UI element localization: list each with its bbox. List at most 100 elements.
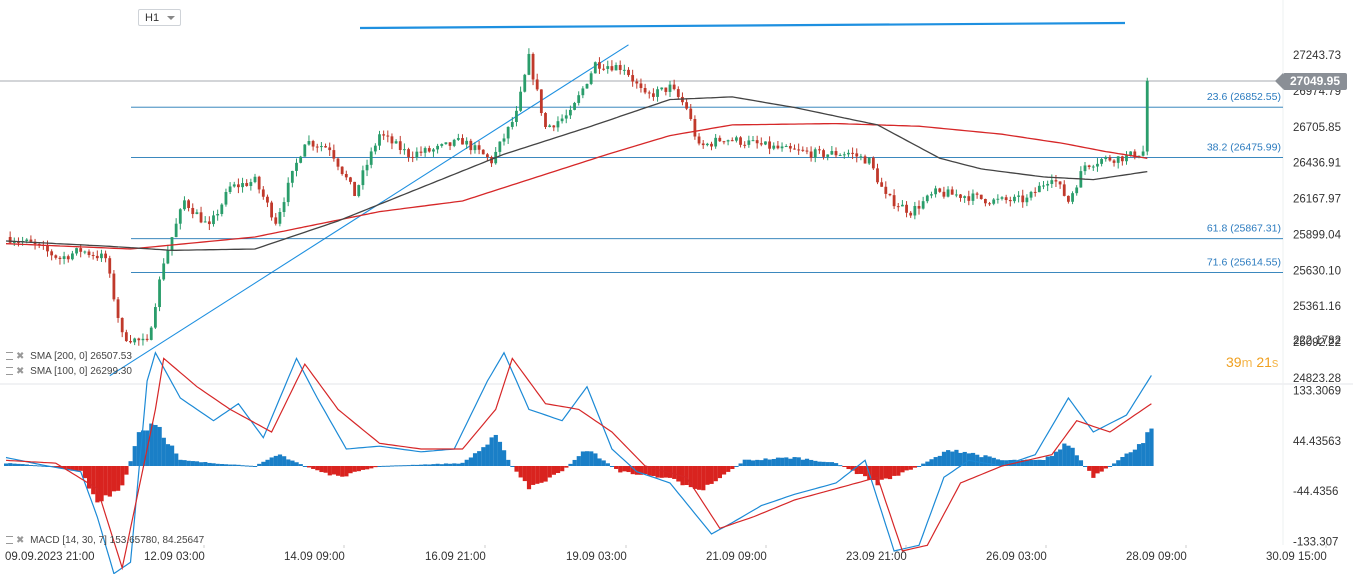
candle-body <box>203 221 207 223</box>
macd-histogram-bar <box>365 466 370 470</box>
macd-histogram-bar <box>153 424 158 466</box>
macd-histogram-bar <box>448 463 453 466</box>
candle-body <box>892 195 896 207</box>
macd-histogram-bar <box>182 460 187 466</box>
candle-body <box>1083 165 1087 172</box>
candle-body <box>705 143 709 146</box>
macd-histogram-bar <box>991 457 996 466</box>
candle-body <box>481 149 485 155</box>
candle-body <box>959 194 962 198</box>
close-icon[interactable]: ✖ <box>16 535 25 546</box>
price-tick-label: 26705.85 <box>1293 122 1341 134</box>
macd-histogram-bar <box>510 466 515 467</box>
candle-body <box>564 115 568 119</box>
close-icon[interactable]: ✖ <box>16 351 25 362</box>
settings-icon[interactable] <box>6 352 13 361</box>
candle-body <box>1100 159 1103 164</box>
candle-body <box>286 182 290 203</box>
macd-histogram-bar <box>734 466 739 467</box>
candle-body <box>1091 166 1095 168</box>
candle-body <box>527 53 531 75</box>
timer-m-unit: m <box>1241 355 1253 370</box>
candle-body <box>282 202 286 213</box>
candle-body <box>996 198 1000 200</box>
candle-body <box>398 141 402 150</box>
candle-body <box>12 241 16 243</box>
macd-histogram-bar <box>472 453 478 466</box>
macd-histogram-bar <box>589 451 594 466</box>
macd-histogram-bar <box>269 457 274 466</box>
macd-histogram-bar <box>1070 447 1075 466</box>
candle-body <box>278 212 282 224</box>
candle-body <box>556 121 560 128</box>
legend-sma200[interactable]: ✖ SMA [200, 0] 26507.53 <box>6 351 132 362</box>
candle-body <box>237 184 240 188</box>
macd-histogram-bar <box>477 451 482 466</box>
candle-body <box>353 181 356 197</box>
macd-histogram-bar <box>937 455 942 466</box>
trend-line <box>109 44 629 377</box>
candle-body <box>191 207 195 215</box>
candle-body <box>701 143 705 146</box>
macd-histogram-bar <box>493 434 498 466</box>
candle-body <box>975 193 979 195</box>
macd-value-1: 153.65780, <box>109 535 160 546</box>
candle-body <box>270 202 273 218</box>
candle-body <box>228 186 232 193</box>
candle-body <box>618 65 622 70</box>
candle-body <box>365 164 369 171</box>
macd-histogram-bar <box>580 451 586 466</box>
time-tick-label: 28.09 09:00 <box>1126 551 1187 563</box>
macd-histogram-bar <box>896 466 901 476</box>
candle-body <box>212 215 215 225</box>
macd-histogram-bar <box>813 460 818 466</box>
candle-body <box>818 149 821 151</box>
candle-body <box>921 201 925 209</box>
candle-body <box>826 154 830 157</box>
candle-body <box>1029 191 1033 198</box>
candle-body <box>901 204 904 207</box>
settings-icon[interactable] <box>6 367 13 376</box>
candle-body <box>166 250 170 264</box>
candle-body <box>822 150 825 157</box>
candle-body <box>747 140 751 145</box>
macd-histogram-bar <box>70 466 75 471</box>
macd-histogram-bar <box>946 450 951 466</box>
candle-body <box>104 253 107 259</box>
macd-histogram-bar <box>62 466 67 469</box>
macd-histogram-bar <box>626 466 631 473</box>
candle-body <box>639 83 643 89</box>
macd-histogram-bar <box>531 466 536 485</box>
candle-body <box>369 151 373 165</box>
candle-body <box>54 255 58 258</box>
candle-body <box>573 102 576 110</box>
macd-histogram-bar <box>609 466 615 467</box>
candle-body <box>162 263 166 280</box>
candle-body <box>871 157 875 169</box>
macd-histogram-bar <box>103 466 108 496</box>
macd-histogram-bar <box>340 466 345 477</box>
macd-histogram-bar <box>95 466 100 503</box>
macd-histogram-bar <box>111 466 117 492</box>
macd-histogram-bar <box>107 466 112 497</box>
close-icon[interactable]: ✖ <box>16 366 25 377</box>
macd-histogram-bar <box>356 466 361 472</box>
macd-histogram-bar <box>41 465 46 467</box>
candle-body <box>1112 160 1116 163</box>
macd-histogram-bar <box>28 464 34 466</box>
settings-icon[interactable] <box>6 536 13 545</box>
legend-sma100[interactable]: ✖ SMA [100, 0] 26299.30 <box>6 366 132 377</box>
candle-body <box>199 212 203 223</box>
macd-histogram-bar <box>726 466 731 472</box>
macd-histogram-bar <box>630 466 635 475</box>
macd-histogram-bar <box>746 459 752 466</box>
price-tick-label: 25092.22 <box>1293 337 1341 349</box>
candle-body <box>942 191 946 197</box>
macd-histogram-bar <box>518 466 523 478</box>
legend-macd[interactable]: ✖ MACD [14, 30, 7] 153.65780, 84.25647 <box>6 535 204 546</box>
macd-histogram-bar <box>555 466 561 474</box>
candle-body <box>183 200 186 210</box>
candle-body <box>560 118 564 122</box>
timeframe-select[interactable]: H1 <box>138 9 181 26</box>
